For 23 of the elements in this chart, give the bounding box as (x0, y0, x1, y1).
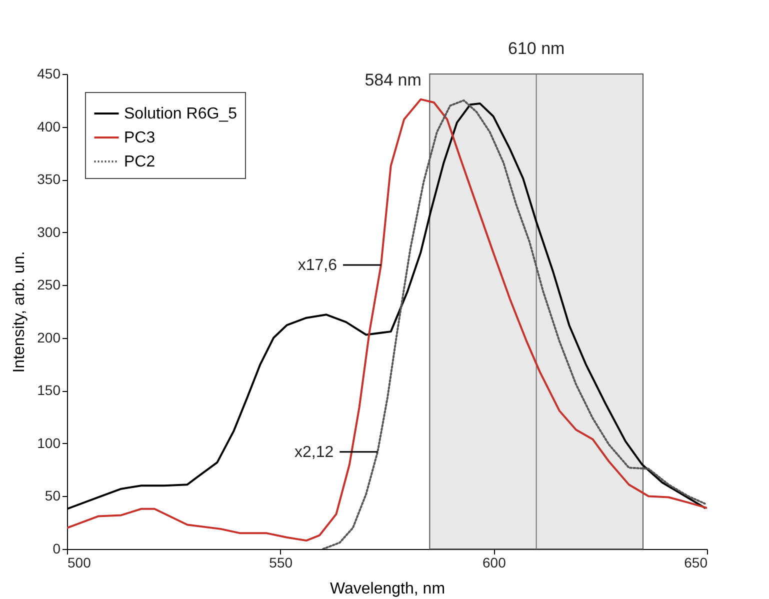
annotation: 584 nm (364, 70, 422, 90)
y-tick-label: 300 (37, 224, 61, 240)
x-tick-label: 650 (684, 554, 708, 570)
y-tick-label: 250 (37, 276, 61, 293)
y-tick-label: 450 (37, 66, 61, 82)
x-axis-title: Wavelength, nm (330, 580, 446, 598)
x-tick-label: 500 (68, 554, 92, 570)
legend-label: PC2 (124, 154, 156, 170)
y-tick-label: 150 (37, 382, 61, 398)
y-axis-title: Intensity, arb. un. (11, 251, 28, 373)
y-tick-label: 350 (37, 171, 61, 188)
ref-line-label: 610 nm (508, 39, 565, 58)
y-tick-label: 400 (37, 118, 61, 134)
y-tick-label: 0 (52, 540, 61, 556)
legend-label: Solution R6G_5 (124, 106, 238, 122)
y-tick-label: 200 (37, 329, 61, 346)
legend-label: PC3 (124, 130, 156, 146)
x-tick-label: 550 (269, 554, 293, 570)
annotation: x17,6 (298, 257, 338, 274)
y-tick-label: 50 (44, 488, 61, 504)
annotation: x2,12 (294, 444, 334, 461)
x-tick-label: 600 (482, 554, 506, 570)
y-tick-label: 100 (37, 434, 61, 451)
